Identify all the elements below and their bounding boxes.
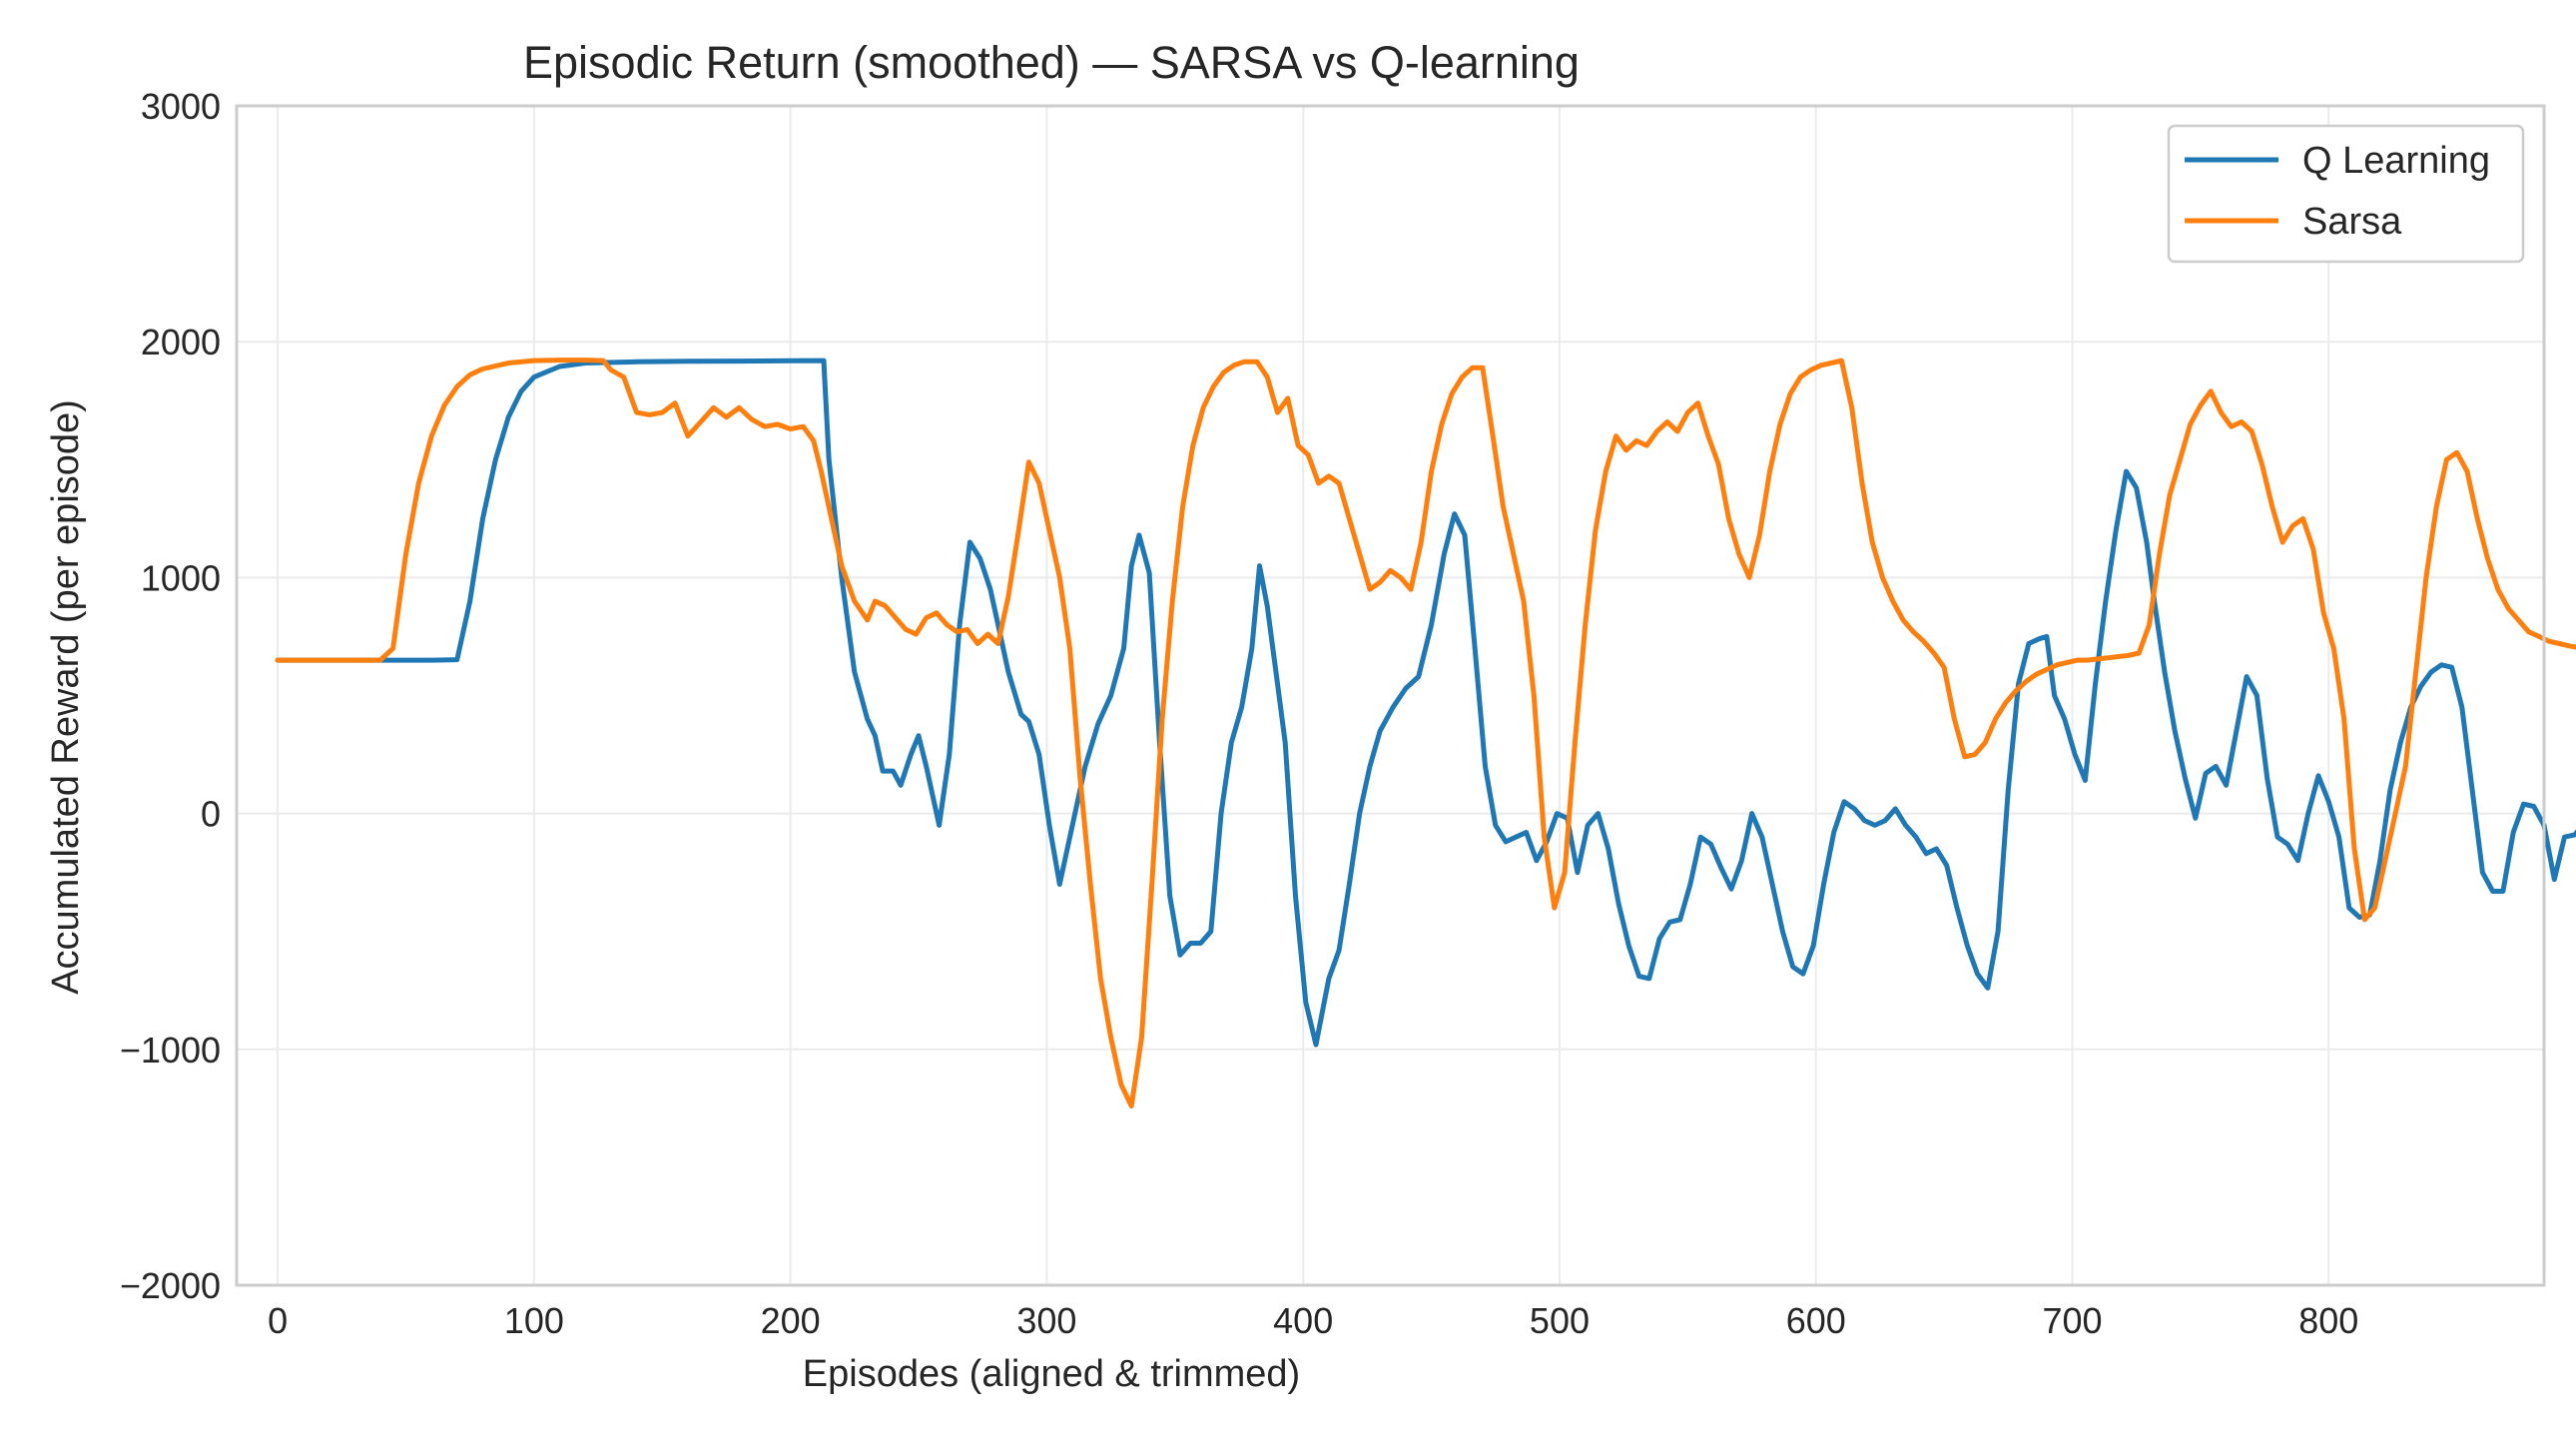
x-tick-label: 800 [2298,1300,2358,1341]
x-tick-label: 400 [1273,1300,1333,1341]
y-axis-label: Accumulated Reward (per episode) [45,399,87,995]
x-tick-label: 100 [504,1300,564,1341]
y-tick-label: −1000 [120,1030,221,1071]
x-tick-label: 0 [268,1300,288,1341]
x-axis-label: Episodes (aligned & trimmed) [803,1353,1300,1395]
x-tick-label: 700 [2042,1300,2102,1341]
x-tick-label: 200 [761,1300,821,1341]
legend-label-sarsa: Sarsa [2302,201,2402,243]
y-tick-label: −2000 [120,1265,221,1306]
x-tick-label: 300 [1016,1300,1076,1341]
plot-frame [235,104,2546,1287]
series-line-q-learning [275,358,2576,1048]
chart-title: Episodic Return (smoothed) — SARSA vs Q-… [523,37,1580,88]
y-tick-label: 0 [201,794,221,835]
y-tick-label: 2000 [141,322,221,362]
series-line-sarsa [275,358,2576,1108]
grid [237,105,2544,1286]
x-tick-label: 600 [1786,1300,1846,1341]
y-tick-label: 1000 [141,557,221,598]
x-tick-label: 500 [1530,1300,1590,1341]
x-axis-ticks: 0 100 200 300 400 500 600 700 800 [268,1300,2358,1341]
legend: Q Learning Sarsa [2167,124,2525,264]
y-axis-ticks: −2000 −1000 0 1000 2000 3000 [120,86,221,1306]
y-tick-label: 3000 [141,86,221,127]
series-group [275,358,2576,1108]
legend-label-q-learning: Q Learning [2302,140,2490,182]
